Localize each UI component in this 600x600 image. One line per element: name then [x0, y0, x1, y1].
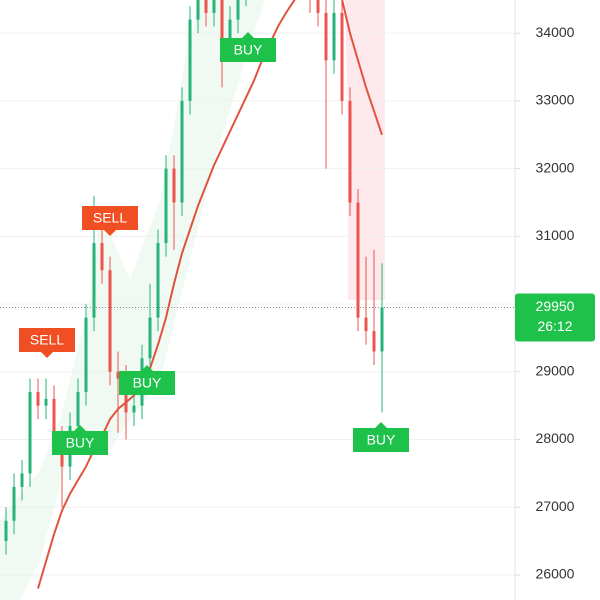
candle-body [340, 12, 344, 101]
trend-band [0, 0, 265, 600]
candle-body [76, 392, 80, 426]
candle-body [92, 243, 96, 318]
y-tick-label: 26000 [536, 566, 575, 582]
signal-tag [119, 365, 175, 395]
y-tick-label: 28000 [536, 430, 575, 446]
candle-body [12, 486, 16, 521]
signal-label: BUY [367, 432, 396, 448]
candle-body [364, 317, 368, 332]
y-tick-label: 33000 [536, 92, 575, 108]
signal-tag [82, 206, 138, 236]
signal-tag [220, 32, 276, 62]
candle-body [100, 243, 104, 271]
candle-body [324, 12, 328, 61]
candle-body [116, 371, 120, 379]
candle-body [84, 317, 88, 393]
signal-tag [52, 425, 108, 455]
signal-tag [19, 328, 75, 358]
y-tick-label: 31000 [536, 227, 575, 243]
y-tick-label: 29000 [536, 362, 575, 378]
candle-body [196, 0, 200, 20]
trend-band [345, 0, 385, 300]
price-label: 29950 [536, 298, 575, 314]
candle-body [356, 202, 360, 318]
candle-body [380, 307, 384, 352]
candle-body [20, 473, 24, 487]
candle-body [212, 0, 216, 13]
candle-body [172, 168, 176, 203]
y-tick-label: 27000 [536, 498, 575, 514]
signal-label: BUY [66, 435, 95, 451]
candle-body [164, 168, 168, 244]
plot-area [0, 0, 515, 589]
signal-label: SELL [30, 332, 64, 348]
candle-body [220, 0, 224, 47]
candle-body [36, 392, 40, 406]
grid: 2600027000280002900030000310003200033000… [0, 24, 575, 582]
countdown: 26:12 [537, 318, 572, 334]
y-tick-label: 32000 [536, 159, 575, 175]
candle-body [236, 0, 240, 20]
candle-body [180, 100, 184, 203]
y-tick-label: 34000 [536, 24, 575, 40]
candle-body [228, 19, 232, 47]
candle-body [52, 398, 56, 440]
price-tag [515, 293, 595, 342]
candle-body [156, 243, 160, 318]
candle-body [4, 520, 8, 542]
candle-body [108, 270, 112, 372]
candle-body [204, 0, 208, 13]
signal-label: BUY [234, 42, 263, 58]
candle-body [332, 12, 336, 61]
candle-body [148, 317, 152, 359]
candle-body [132, 405, 136, 413]
signal-label: SELL [93, 210, 127, 226]
signal-tag [353, 422, 409, 452]
candle-body [316, 0, 320, 13]
candle-body [124, 378, 128, 413]
candle-body [28, 392, 32, 474]
overlay: 29950 26:12 SELL SELL BUY BUY BUY BUY [19, 32, 595, 455]
candle-body [188, 19, 192, 101]
candle-body [372, 331, 376, 352]
signal-label: BUY [133, 375, 162, 391]
candle-body [44, 398, 48, 406]
candle-body [348, 100, 352, 203]
